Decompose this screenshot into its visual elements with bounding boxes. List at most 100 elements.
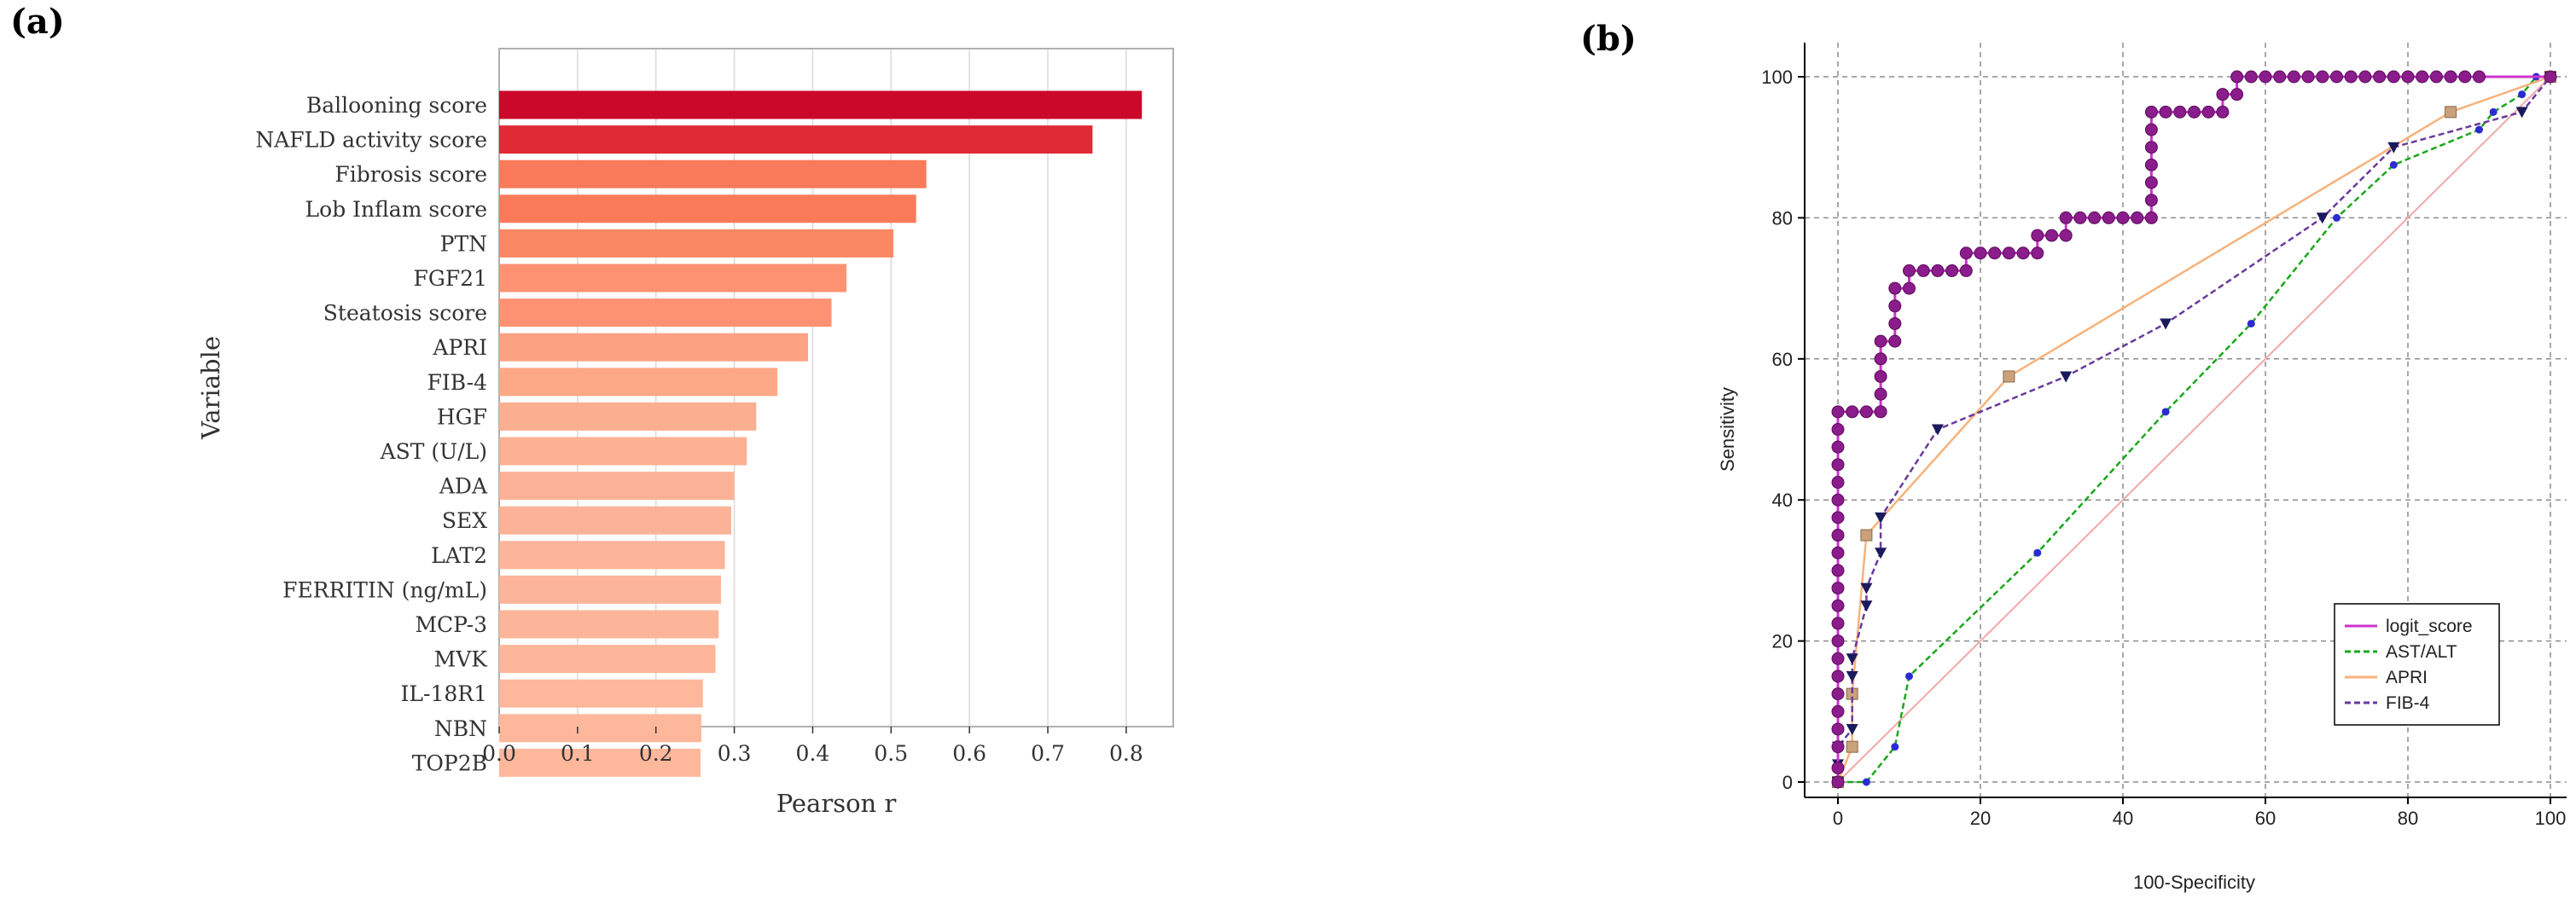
bar-1 — [499, 125, 1093, 154]
bar-6 — [499, 298, 832, 327]
marker-logit-score — [1903, 264, 1916, 277]
marker-fib-4 — [2316, 212, 2329, 224]
marker-logit-score — [2201, 105, 2215, 119]
marker-logit-score — [1874, 405, 1887, 419]
marker-logit-score — [2259, 70, 2272, 84]
marker-logit-score — [2031, 229, 2044, 242]
tick-label-x: 60 — [2255, 808, 2276, 829]
marker-fib-4 — [2060, 371, 2073, 383]
tick-label-y: 60 — [1772, 349, 1793, 370]
marker-logit-score — [1831, 458, 1845, 472]
marker-logit-score — [1831, 405, 1845, 419]
marker-ast-alt — [2389, 160, 2398, 169]
category-label: MVK — [434, 647, 489, 672]
marker-logit-score — [2373, 70, 2387, 84]
bar-15 — [499, 610, 719, 639]
marker-logit-score — [1888, 281, 1902, 295]
marker-fib-4 — [1846, 653, 1858, 665]
category-label: FGF21 — [414, 266, 487, 291]
tick-label-x: 100 — [2535, 808, 2567, 829]
marker-logit-score — [2059, 229, 2073, 242]
marker-logit-score — [2045, 229, 2058, 242]
marker-logit-score — [2144, 158, 2158, 171]
marker-logit-score — [1874, 352, 1887, 366]
category-label: IL-18R1 — [401, 681, 487, 706]
marker-fib-4 — [1875, 548, 1887, 559]
bar-5 — [499, 264, 846, 293]
y-axis-label: Variable — [196, 336, 225, 440]
marker-logit-score — [1931, 264, 1945, 277]
legend-label: AST/ALT — [2386, 642, 2457, 662]
marker-logit-score — [2159, 105, 2172, 119]
bar-2 — [499, 159, 927, 188]
series-line-ast-alt — [1838, 75, 2550, 784]
marker-fib-4 — [1875, 512, 1887, 524]
marker-ast-alt — [2033, 548, 2042, 557]
tick-label-x: 0.6 — [952, 741, 986, 766]
marker-logit-score — [2358, 70, 2372, 84]
marker-logit-score — [1831, 652, 1845, 665]
marker-logit-score — [1945, 264, 1959, 277]
marker-logit-score — [2144, 176, 2158, 189]
category-label: AST (U/L) — [380, 439, 487, 464]
marker-logit-score — [1888, 299, 1902, 313]
marker-fib-4 — [2387, 142, 2400, 154]
marker-logit-score — [1831, 740, 1845, 754]
marker-logit-score — [2188, 105, 2201, 119]
y-axis-label: Sensitivity — [1717, 387, 1738, 472]
bar-14 — [499, 575, 721, 604]
marker-logit-score — [1903, 281, 1916, 295]
marker-logit-score — [1831, 635, 1845, 648]
marker-logit-score — [2102, 211, 2115, 224]
marker-logit-score — [1831, 423, 1845, 436]
marker-ast-alt — [2333, 213, 2340, 222]
tick-label-x: 0.5 — [874, 741, 908, 766]
marker-logit-score — [2230, 70, 2244, 84]
category-label: Ballooning score — [306, 93, 487, 118]
bar-13 — [499, 541, 725, 570]
marker-fib-4 — [1860, 600, 1873, 612]
marker-fib-4 — [1860, 582, 1873, 594]
marker-logit-score — [2387, 70, 2400, 84]
legend-box — [2334, 603, 2500, 726]
marker-logit-score — [1959, 264, 1973, 277]
tick-label-y: 80 — [1772, 207, 1793, 229]
marker-logit-score — [2173, 105, 2187, 119]
marker-ast-alt — [2161, 408, 2170, 416]
marker-logit-score — [1831, 476, 1845, 490]
marker-ast-alt — [2475, 125, 2483, 134]
tick-label-x: 0.8 — [1109, 741, 1143, 766]
marker-logit-score — [1831, 669, 1845, 683]
bar-17 — [499, 679, 703, 708]
bar-10 — [499, 437, 747, 466]
marker-logit-score — [1831, 599, 1845, 612]
marker-logit-score — [2016, 246, 2030, 260]
marker-logit-score — [2002, 246, 2015, 260]
marker-apri — [1860, 529, 1873, 542]
marker-logit-score — [2287, 70, 2300, 84]
marker-logit-score — [2088, 211, 2102, 224]
tick-label-x: 80 — [2398, 808, 2418, 829]
category-label: LAT2 — [431, 543, 487, 568]
marker-logit-score — [2401, 70, 2415, 84]
marker-logit-score — [1831, 761, 1845, 774]
category-label: HGF — [437, 404, 487, 429]
category-label: NBN — [434, 716, 487, 741]
tick-label-x: 0.0 — [482, 741, 516, 766]
category-label: NAFLD activity score — [255, 128, 487, 153]
category-label: Lob Inflam score — [305, 197, 487, 222]
bar-4 — [499, 229, 894, 258]
bar-7 — [499, 333, 808, 362]
tick-label-y: 20 — [1772, 631, 1793, 652]
tick-label-y: 100 — [1761, 67, 1793, 88]
panel-label-b: (b) — [1580, 19, 1637, 59]
marker-fib-4 — [1931, 424, 1944, 436]
marker-apri — [1846, 740, 1858, 753]
tick-label-x: 0 — [1833, 808, 1843, 829]
marker-logit-score — [2144, 123, 2158, 136]
marker-fib-4 — [1846, 670, 1858, 682]
category-label: APRI — [432, 335, 487, 360]
marker-logit-score — [1916, 264, 1930, 277]
tick-label-x: 0.2 — [639, 741, 673, 766]
x-axis-label: Pearson r — [776, 789, 897, 818]
